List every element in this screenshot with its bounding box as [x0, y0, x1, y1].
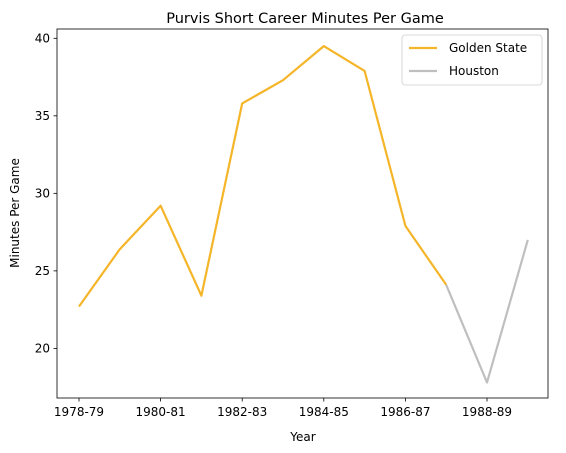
legend-label-golden-state: Golden State [449, 41, 527, 55]
x-tick-label: 1986-87 [380, 405, 430, 419]
y-tick-label: 25 [35, 264, 50, 278]
x-tick-label: 1988-89 [462, 405, 512, 419]
y-tick-label: 30 [35, 187, 50, 201]
plot-area [56, 28, 549, 399]
x-tick-label: 1984-85 [299, 405, 349, 419]
y-tick-label: 20 [35, 342, 50, 356]
x-axis: 1978-79 1980-81 1982-83 1984-85 1986-87 1988-… [54, 398, 512, 419]
legend: Golden State Houston [401, 34, 543, 86]
y-axis: 20 25 30 35 40 [35, 32, 57, 356]
y-tick-label: 35 [35, 109, 50, 123]
series-line-golden-state [78, 44, 448, 308]
chart-title: Purvis Short Career Minutes Per Game [166, 11, 444, 27]
x-tick-label: 1982-83 [217, 405, 267, 419]
x-tick-label: 1978-79 [54, 405, 104, 419]
series-line-houston [445, 239, 529, 384]
y-axis-label: Minutes Per Game [8, 158, 22, 268]
series-lines [78, 44, 529, 384]
x-tick-label: 1980-81 [136, 405, 186, 419]
y-tick-label: 40 [35, 32, 50, 46]
legend-label-houston: Houston [449, 64, 499, 78]
x-axis-label: Year [289, 430, 315, 444]
